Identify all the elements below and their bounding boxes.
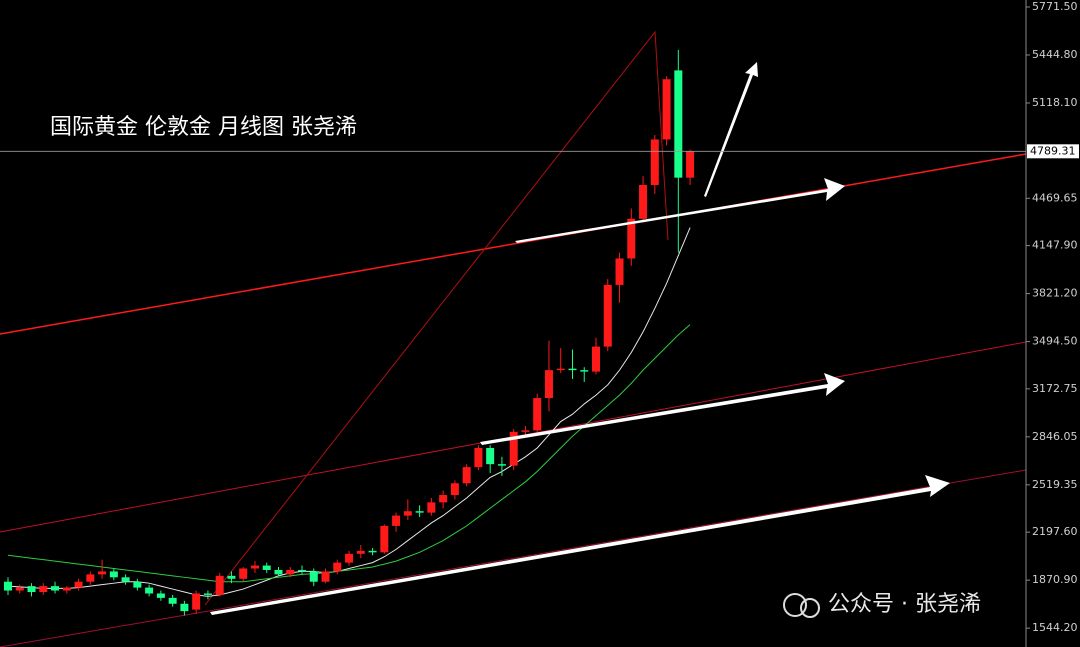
y-tick-label: 5118.10 — [1032, 96, 1078, 109]
candle-body — [662, 79, 671, 140]
candle-body — [627, 218, 636, 259]
moving-average — [7, 324, 691, 583]
trend-line — [0, 153, 1027, 335]
candle-body — [462, 467, 471, 484]
candle-body — [239, 568, 248, 579]
candle-body — [474, 448, 483, 468]
candle-body — [439, 495, 448, 503]
last-price-box — [1027, 144, 1079, 159]
candle-body — [145, 587, 154, 594]
candle-body — [650, 139, 659, 186]
candle-body — [544, 370, 553, 399]
candle-body — [497, 464, 506, 466]
candle-body — [203, 593, 212, 595]
watermark-icon — [783, 593, 807, 617]
candle-body — [580, 370, 589, 372]
candle-body — [674, 70, 683, 178]
candle-body — [250, 565, 259, 569]
chart-title: 国际黄金 伦敦金 月线图 张尧浠 — [50, 115, 357, 140]
candle-body — [639, 185, 648, 219]
candle-body — [192, 593, 201, 610]
y-tick-label: 1870.90 — [1032, 573, 1078, 586]
candle-body — [51, 586, 60, 591]
candle-body — [533, 398, 542, 431]
candle-body — [356, 550, 365, 554]
candle-body — [133, 581, 142, 588]
candle-body — [333, 562, 342, 572]
candle-body — [592, 346, 600, 372]
candle-body — [74, 581, 83, 588]
candle-body — [380, 525, 389, 553]
arrows — [210, 62, 950, 615]
candle-body — [168, 597, 177, 604]
candle-body — [27, 586, 36, 593]
y-tick-label: 2197.60 — [1032, 525, 1078, 538]
candle-body — [180, 603, 189, 612]
candle-body — [262, 565, 271, 570]
candle-body — [121, 577, 130, 582]
candle-body — [286, 569, 295, 575]
candle-body — [4, 581, 12, 591]
arrow — [515, 178, 845, 243]
y-tick-label: 3821.20 — [1032, 287, 1078, 300]
trend-line — [204, 30, 669, 606]
trend-line — [0, 469, 1027, 647]
y-tick-label: 5771.50 — [1032, 0, 1078, 13]
candle-body — [368, 550, 377, 553]
arrow — [704, 62, 758, 197]
watermark-icon — [800, 598, 820, 618]
candle-body — [215, 575, 224, 595]
y-tick-label: 5444.80 — [1032, 48, 1078, 61]
y-tick-label: 3172.75 — [1032, 382, 1078, 395]
candle-body — [486, 448, 495, 465]
candle-body — [39, 586, 48, 593]
candle-body — [86, 574, 95, 582]
y-tick-label: 4147.90 — [1032, 239, 1078, 252]
candle-body — [321, 571, 330, 582]
candle-body — [521, 430, 530, 432]
candle-body — [345, 553, 354, 563]
candle-body — [62, 587, 71, 591]
watermark: 公众号 · 张尧浠 — [783, 592, 981, 618]
y-tick-label: 3494.50 — [1032, 335, 1078, 348]
y-tick-label: 2846.05 — [1032, 430, 1078, 443]
watermark-text: 公众号 · 张尧浠 — [828, 592, 981, 617]
candle-body — [568, 368, 577, 371]
y-tick-label: 1544.20 — [1032, 621, 1078, 634]
arrow — [210, 475, 950, 615]
candle-body — [98, 571, 107, 575]
candle-body — [298, 569, 306, 572]
candle-body — [274, 569, 283, 575]
candle-body — [450, 483, 459, 496]
candle-body — [615, 258, 624, 285]
moving-average — [7, 227, 691, 597]
last-price-label: 4789.31 — [1030, 144, 1076, 157]
candle-body — [403, 511, 412, 516]
candle-body — [509, 431, 518, 466]
candle-body — [15, 587, 24, 591]
candle-body — [686, 151, 695, 178]
marks — [4, 49, 695, 616]
candle-body — [156, 593, 165, 598]
arrow — [480, 373, 845, 445]
y-tick-label: 2519.35 — [1032, 478, 1078, 491]
candle-body — [309, 571, 318, 582]
candle-body — [556, 368, 565, 371]
candle-body — [427, 502, 436, 513]
candle-body — [603, 284, 612, 347]
candle-body — [227, 575, 236, 579]
candle-body — [415, 511, 424, 513]
candle-body — [392, 515, 401, 526]
y-tick-label: 4469.65 — [1032, 191, 1078, 204]
trend-lines — [0, 30, 1027, 647]
candle-body — [109, 571, 118, 578]
